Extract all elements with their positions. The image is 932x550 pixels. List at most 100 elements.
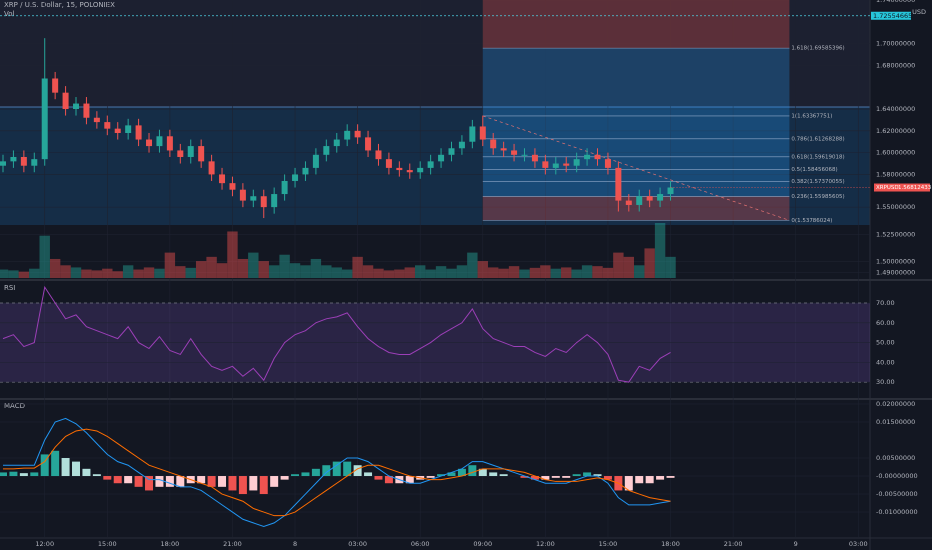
volume-label: Vol — [4, 10, 15, 18]
histogram-bar — [478, 468, 487, 477]
histogram-bar — [145, 476, 154, 491]
candle-body — [563, 163, 570, 166]
volume-bar — [102, 268, 113, 278]
last-price-label: 1.56812433 — [898, 185, 932, 191]
signal-line — [3, 428, 671, 517]
candle-body — [365, 137, 372, 151]
histogram-bar — [374, 476, 383, 480]
histogram-bar — [238, 476, 247, 495]
volume-bar — [529, 267, 541, 278]
volume-bar — [467, 252, 478, 278]
volume-bar — [644, 248, 655, 278]
candle-body — [458, 141, 465, 149]
histogram-bar — [113, 476, 122, 484]
candle-body — [281, 180, 288, 195]
histogram-bar — [322, 465, 331, 477]
y-tick-label: 1.74000000 — [876, 0, 915, 4]
candle-body — [31, 159, 38, 166]
histogram-bar — [343, 461, 352, 477]
histogram-bar — [572, 474, 581, 477]
fib-label: 0.382(1.57370055) — [791, 179, 844, 185]
candle-body — [146, 139, 153, 147]
volume-bar — [373, 268, 384, 278]
volume-bar — [49, 258, 61, 278]
x-tick-label: 21:00 — [223, 540, 242, 548]
candle-body — [552, 163, 559, 168]
x-tick-label: 8 — [293, 540, 297, 548]
histogram-bar — [656, 476, 665, 480]
price-badge-label: 1.72554665 — [873, 12, 912, 20]
volume-bar — [206, 256, 217, 278]
range-box — [0, 107, 870, 225]
candle-body — [344, 130, 351, 140]
volume-bar — [112, 271, 123, 278]
histogram-bar — [405, 476, 414, 484]
candle-body — [479, 126, 486, 140]
y-tick-label: -0.01000000 — [876, 508, 918, 516]
y-tick-label: 50.00 — [876, 339, 895, 347]
y-tick-label: 0.00500000 — [876, 454, 915, 462]
histogram-bar — [562, 476, 571, 478]
volume-bar — [456, 265, 468, 278]
x-tick-label: 21:00 — [724, 540, 743, 548]
candle-body — [490, 139, 497, 149]
volume-bar — [216, 263, 228, 278]
candle-body — [625, 200, 632, 205]
x-tick-label: 03:00 — [348, 540, 367, 548]
histogram-bar — [364, 472, 373, 477]
candle-body — [469, 126, 476, 142]
candle-body — [219, 174, 226, 184]
histogram-bar — [228, 476, 237, 491]
volume-bar — [571, 269, 582, 278]
histogram-bar — [124, 476, 133, 484]
candle-body — [406, 170, 413, 173]
fib-label: 1(1.63367751) — [791, 113, 832, 119]
volume-bar — [519, 269, 530, 278]
histogram-bar — [437, 474, 446, 477]
histogram-bar — [134, 476, 143, 487]
volume-bar — [331, 267, 342, 278]
fib-label: 0(1.53786024) — [791, 218, 832, 224]
candle-body — [312, 154, 319, 168]
histogram-bar — [165, 476, 174, 487]
y-tick-label: 60.00 — [876, 319, 895, 327]
histogram-bar — [499, 474, 508, 477]
histogram-bar — [530, 476, 539, 480]
volume-bar — [581, 265, 593, 278]
x-tick-label: 09:00 — [473, 540, 492, 548]
volume-bar — [446, 268, 457, 278]
histogram-bar — [218, 476, 227, 487]
y-tick-label: 1.55000000 — [876, 203, 915, 211]
x-tick-label: 06:00 — [411, 540, 430, 548]
histogram-bar — [259, 476, 268, 495]
histogram-bar — [30, 472, 39, 477]
candle-body — [636, 196, 643, 205]
volume-bar — [540, 265, 551, 278]
candle-body — [135, 125, 142, 140]
candle-body — [239, 189, 246, 201]
x-tick-label: 18:00 — [661, 540, 680, 548]
y-tick-label: 1.50000000 — [876, 258, 915, 266]
candle-body — [187, 146, 194, 157]
histogram-bar — [9, 471, 18, 477]
volume-bar — [654, 223, 666, 278]
candle-body — [500, 148, 507, 151]
histogram-bar — [551, 476, 560, 478]
y-tick-label: -0.00000000 — [876, 472, 918, 480]
y-tick-label: 1.52500000 — [876, 230, 915, 238]
x-tick-label: 12:00 — [35, 540, 54, 548]
y-tick-label: 30.00 — [876, 378, 895, 386]
volume-bar — [300, 265, 311, 278]
histogram-bar — [61, 458, 70, 477]
chart-title: XRP / U.S. Dollar, 15, POLONIEX — [4, 1, 115, 9]
y-tick-label: -0.00500000 — [876, 490, 918, 498]
candle-body — [657, 194, 664, 201]
histogram-bar — [520, 476, 529, 478]
candle-body — [177, 150, 184, 157]
candle-body — [511, 150, 518, 155]
volume-bar — [133, 269, 144, 278]
volume-bar — [394, 269, 405, 278]
fib-label: 0.786(1.61268288) — [791, 136, 844, 142]
volume-bar — [550, 268, 561, 278]
volume-bar — [341, 269, 353, 278]
